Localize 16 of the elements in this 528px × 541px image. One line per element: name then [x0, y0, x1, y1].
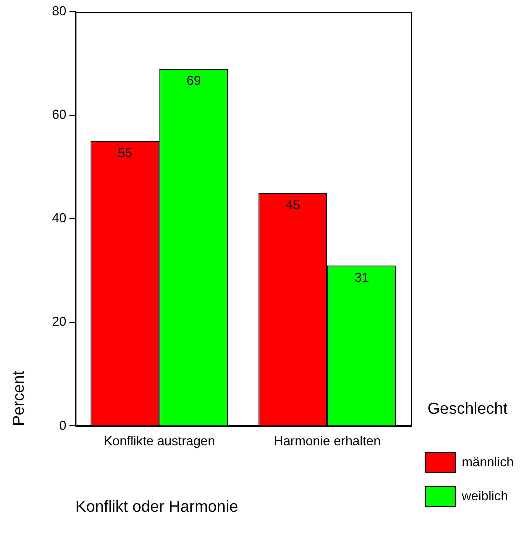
y-axis-title: Percent — [11, 370, 28, 426]
y-tick-label: 60 — [52, 107, 67, 122]
data-label: 31 — [354, 270, 370, 285]
x-tick-label: Harmonie erhalten — [274, 434, 381, 449]
y-tick-label: 40 — [52, 210, 67, 226]
x-tick-label: Konflikte austragen — [104, 434, 216, 449]
data-label: 69 — [186, 73, 202, 88]
y-tick-label: 20 — [52, 314, 67, 330]
legend-title: Geschlecht — [428, 401, 508, 418]
y-tick-label: 0 — [59, 418, 67, 433]
y-tick-label: 80 — [52, 4, 67, 19]
legend-label: männlich — [462, 454, 514, 470]
x-axis-title: Konflikt oder Harmonie — [76, 498, 239, 516]
legend-label: weiblich — [460, 488, 508, 504]
data-label: 45 — [286, 197, 300, 212]
data-label: 55 — [118, 146, 132, 161]
